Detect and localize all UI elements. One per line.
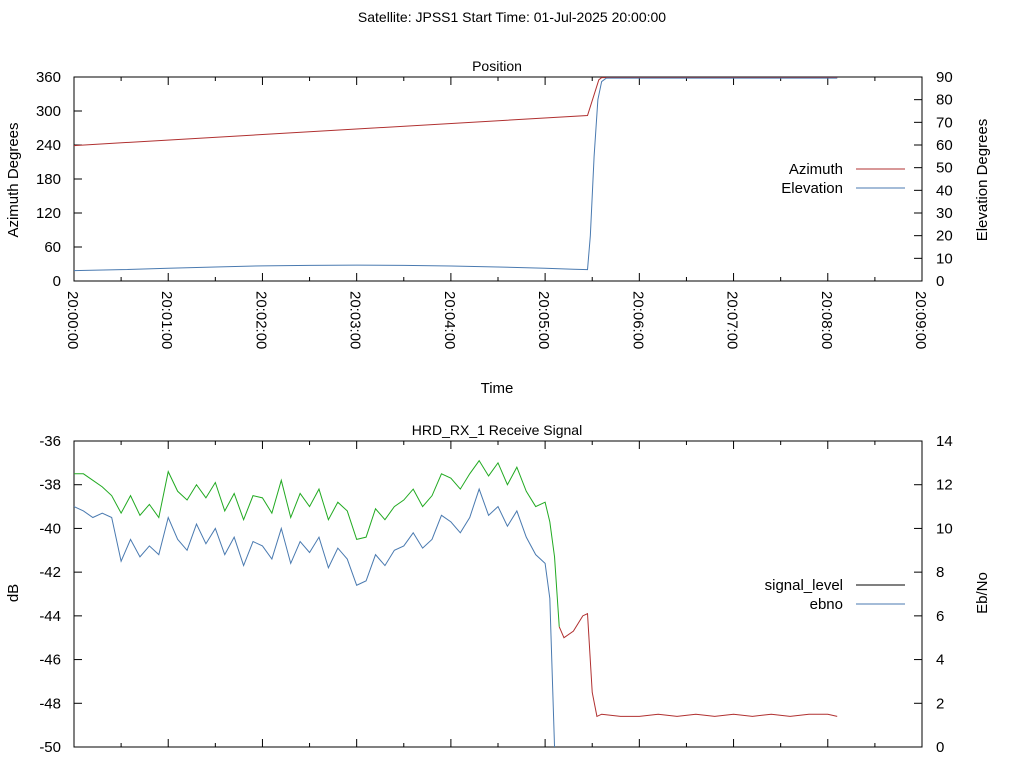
receive-signal-y2-tick-label: 14 bbox=[936, 433, 953, 450]
receive-signal-y2-tick-label: 6 bbox=[936, 608, 944, 625]
position-y-tick-label: 180 bbox=[36, 171, 61, 188]
position-y-tick-label: 300 bbox=[36, 103, 61, 120]
receive-signal-y-tick-label: -48 bbox=[39, 695, 61, 712]
receive-signal-y-tick-label: -38 bbox=[39, 477, 61, 494]
position-x-tick-label: 20:02:00 bbox=[252, 291, 269, 349]
position-y-tick-label: 240 bbox=[36, 137, 61, 154]
receive-signal-y2-axis-label: Eb/No bbox=[974, 572, 991, 614]
position-x-tick-label: 20:08:00 bbox=[818, 291, 835, 349]
receive-signal-y-tick-label: -50 bbox=[39, 739, 61, 756]
position-y-tick-label: 120 bbox=[36, 205, 61, 222]
position-x-tick-label: 20:00:00 bbox=[64, 291, 81, 349]
receive-signal-y-tick-label: -40 bbox=[39, 520, 61, 537]
receive-signal-y2-tick-label: 2 bbox=[936, 695, 944, 712]
position-y2-tick-label: 90 bbox=[936, 69, 953, 86]
position-x-tick-label: 20:09:00 bbox=[912, 291, 929, 349]
receive-signal-y2-tick-label: 10 bbox=[936, 520, 953, 537]
position-x-tick-label: 20:01:00 bbox=[158, 291, 175, 349]
position-y2-tick-label: 70 bbox=[936, 114, 953, 131]
position-legend-label-Elevation: Elevation bbox=[781, 180, 843, 197]
receive-signal-y2-tick-label: 4 bbox=[936, 652, 944, 669]
position-x-axis-label: Time bbox=[481, 380, 514, 397]
receive-signal-chart: HRD_RX_1 Receive Signal dB Eb/No -50 -48 -… bbox=[5, 422, 991, 756]
receive-signal-series-line-signal_level-high bbox=[74, 459, 560, 627]
position-legend-label-Azimuth: Azimuth bbox=[789, 161, 843, 178]
position-x-tick-label: 20:07:00 bbox=[724, 291, 741, 349]
receive-signal-y-axis-label: dB bbox=[5, 584, 22, 602]
position-y-tick-label: 0 bbox=[53, 273, 61, 290]
position-y2-axis-label: Elevation Degrees bbox=[974, 119, 991, 242]
receive-signal-y-tick-label: -44 bbox=[39, 608, 61, 625]
position-chart: Position Time Azimuth Degrees Elevation … bbox=[5, 58, 991, 397]
position-y-axis-label: Azimuth Degrees bbox=[5, 122, 22, 237]
page-header: Satellite: JPSS1 Start Time: 01-Jul-2025… bbox=[358, 9, 666, 25]
position-series-line-Elevation bbox=[73, 77, 838, 272]
receive-signal-y-tick-label: -36 bbox=[39, 433, 61, 450]
position-plot-frame bbox=[73, 76, 923, 282]
position-x-tick-label: 20:04:00 bbox=[441, 291, 458, 349]
position-y2-tick-label: 40 bbox=[936, 182, 953, 199]
receive-signal-y-tick-label: -42 bbox=[39, 564, 61, 581]
receive-signal-legend-label-ebno: ebno bbox=[810, 596, 843, 613]
position-series-line-Azimuth bbox=[73, 77, 838, 147]
position-y2-tick-label: 50 bbox=[936, 160, 953, 177]
receive-signal-y2-tick-label: 12 bbox=[936, 477, 953, 494]
position-y2-tick-label: 20 bbox=[936, 228, 953, 245]
receive-signal-plot-frame bbox=[73, 440, 923, 748]
position-x-tick-label: 20:05:00 bbox=[535, 291, 552, 349]
position-y2-tick-label: 60 bbox=[936, 137, 953, 154]
position-x-tick-label: 20:06:00 bbox=[629, 291, 646, 349]
receive-signal-legend-label-signal_level: signal_level bbox=[765, 577, 843, 594]
receive-signal-series-line-ebno bbox=[73, 487, 556, 748]
position-y2-tick-label: 10 bbox=[936, 250, 953, 267]
position-x-tick-label: 20:03:00 bbox=[347, 291, 364, 349]
position-chart-title: Position bbox=[472, 58, 522, 74]
position-y2-tick-label: 0 bbox=[936, 273, 944, 290]
receive-signal-y2-tick-label: 8 bbox=[936, 564, 944, 581]
receive-signal-series-line-signal_level-low bbox=[558, 612, 838, 718]
position-y2-tick-label: 80 bbox=[936, 92, 953, 109]
position-y-tick-label: 360 bbox=[36, 69, 61, 86]
receive-signal-y-tick-label: -46 bbox=[39, 652, 61, 669]
position-y-tick-label: 60 bbox=[44, 239, 61, 256]
receive-signal-chart-title: HRD_RX_1 Receive Signal bbox=[412, 422, 582, 438]
position-y2-tick-label: 30 bbox=[936, 205, 953, 222]
receive-signal-y2-tick-label: 0 bbox=[936, 739, 944, 756]
